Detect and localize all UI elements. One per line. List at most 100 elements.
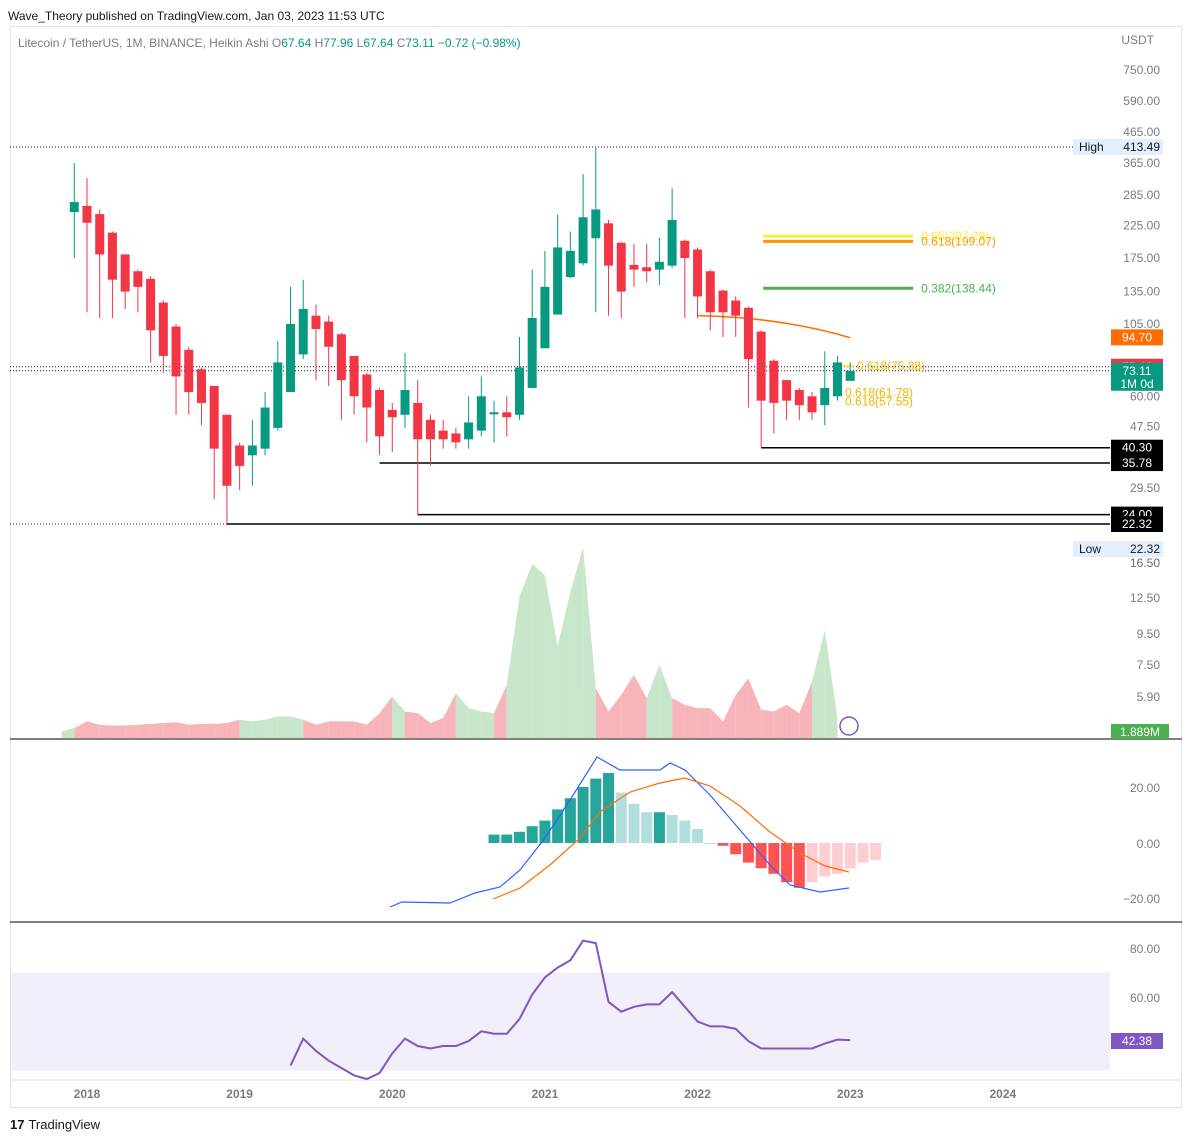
y-tick-label: 29.50: [1130, 481, 1160, 495]
support-price-tag: 35.78: [1122, 456, 1152, 470]
volume-area-segment: [163, 722, 177, 738]
rsi-value: 42.38: [1122, 1034, 1152, 1048]
extreme-badge-value: 22.32: [1130, 542, 1160, 556]
candle-body: [387, 409, 397, 418]
macd-histogram-bar: [717, 843, 729, 846]
macd-histogram-bar: [857, 843, 869, 863]
volume-area-segment: [748, 678, 762, 738]
volume-area-segment: [214, 723, 227, 738]
volume-tick-label: 5.90: [1137, 690, 1161, 704]
extreme-badge-bg: [1073, 139, 1163, 155]
brand-name[interactable]: TradingView: [28, 1117, 101, 1132]
macd-tick-label: 20.00: [1130, 781, 1160, 795]
ma-price-tag: 94.70: [1122, 330, 1152, 344]
macd-histogram-bar: [679, 820, 691, 843]
macd-histogram-bar: [615, 792, 627, 843]
rsi-value-bg: [1111, 1033, 1163, 1049]
candle-body: [654, 261, 664, 270]
publisher-line: Wave_Theory published on TradingView.com…: [8, 9, 385, 23]
symbol-label[interactable]: Litecoin / TetherUS, 1M, BINANCE, Heikin…: [18, 36, 269, 50]
volume-area-segment: [315, 721, 329, 738]
candle-body: [82, 205, 92, 223]
candle-body: [69, 202, 79, 212]
candle-body: [349, 355, 359, 397]
volume-area-segment: [481, 711, 495, 738]
candle-body: [845, 370, 855, 381]
candle-body: [95, 214, 105, 255]
volume-area-segment: [303, 719, 316, 738]
macd-histogram-bar: [793, 843, 805, 888]
chart-frame: [10, 26, 1182, 1108]
candle-body: [540, 286, 550, 349]
candle-body: [782, 380, 792, 401]
candle-body: [413, 402, 423, 440]
candle-body: [680, 240, 690, 259]
close-label: C: [396, 36, 406, 50]
y-tick-label: 135.00: [1123, 285, 1160, 299]
signal-line: [492, 777, 850, 900]
fib-label: 0.382(138.44): [921, 281, 996, 295]
y-tick-label: 750.00: [1123, 63, 1160, 77]
macd-histogram-bar: [730, 843, 742, 855]
volume-area-segment: [265, 716, 278, 738]
macd-histogram-bar: [590, 778, 602, 843]
y-tick-label: 105.00: [1123, 317, 1160, 331]
chart-legend: Litecoin / TetherUS, 1M, BINANCE, Heikin…: [18, 36, 521, 50]
macd-histogram-bar: [692, 829, 704, 843]
candle-body: [743, 307, 753, 360]
volume-value-bg: [1111, 724, 1169, 739]
volume-area-segment: [570, 547, 584, 738]
volume-tick-label: 9.50: [1137, 627, 1161, 641]
extreme-badge-label: Low: [1079, 542, 1101, 556]
volume-area-segment: [595, 688, 609, 738]
x-tick-label: 2024: [989, 1087, 1016, 1101]
rsi-tick-label: 80.00: [1130, 942, 1160, 956]
support-price-tag-bg: [1111, 439, 1163, 456]
candle-body: [286, 324, 296, 393]
macd-histogram-bar: [781, 843, 793, 883]
volume-area-segment: [188, 723, 202, 738]
volume-area-segment: [112, 725, 126, 738]
rsi-tick-label: 60.00: [1130, 991, 1160, 1005]
candle-body: [400, 389, 410, 415]
candle-body: [324, 321, 334, 347]
candle-body: [502, 412, 512, 418]
candle-body: [336, 334, 346, 381]
x-tick-label: 2018: [74, 1087, 101, 1101]
candle-body: [718, 290, 728, 313]
macd-histogram-bar: [870, 843, 882, 860]
macd-histogram-bar: [831, 843, 843, 874]
candle-body: [476, 396, 486, 431]
fib-label: 0.618(61.78): [845, 386, 913, 400]
candle-body: [731, 300, 741, 316]
candle-body: [451, 433, 461, 443]
candle-body: [438, 430, 448, 440]
last-price-tag: 73.11: [1122, 364, 1151, 378]
last-price-tag-bg: [1111, 362, 1163, 391]
macd-histogram-bar: [806, 843, 818, 883]
volume-area-segment: [417, 713, 431, 738]
macd-tick-label: 0.00: [1137, 837, 1161, 851]
high-value: 77.96: [323, 36, 354, 50]
macd-histogram-bar: [577, 787, 589, 843]
volume-area-segment: [697, 708, 711, 738]
candle-body: [235, 445, 245, 466]
candle-body: [553, 247, 563, 315]
alert-icon: [839, 716, 859, 736]
x-tick-label: 2019: [226, 1087, 253, 1101]
extreme-badge-value: 413.49: [1123, 140, 1160, 154]
y-tick-label: 465.00: [1123, 125, 1160, 139]
volume-area-segment: [392, 696, 405, 738]
candle-body: [120, 254, 130, 292]
volume-area-segment: [201, 723, 215, 738]
volume-area-segment: [672, 698, 685, 738]
candle-body: [514, 367, 524, 415]
high-label: H: [314, 36, 324, 50]
candle-body: [794, 389, 804, 406]
close-value: 73.11: [405, 36, 435, 50]
y-tick-label: 60.00: [1130, 389, 1160, 403]
volume-area-segment: [366, 713, 380, 738]
volume-area-segment: [659, 664, 673, 738]
macd-histogram-bar: [844, 843, 856, 869]
